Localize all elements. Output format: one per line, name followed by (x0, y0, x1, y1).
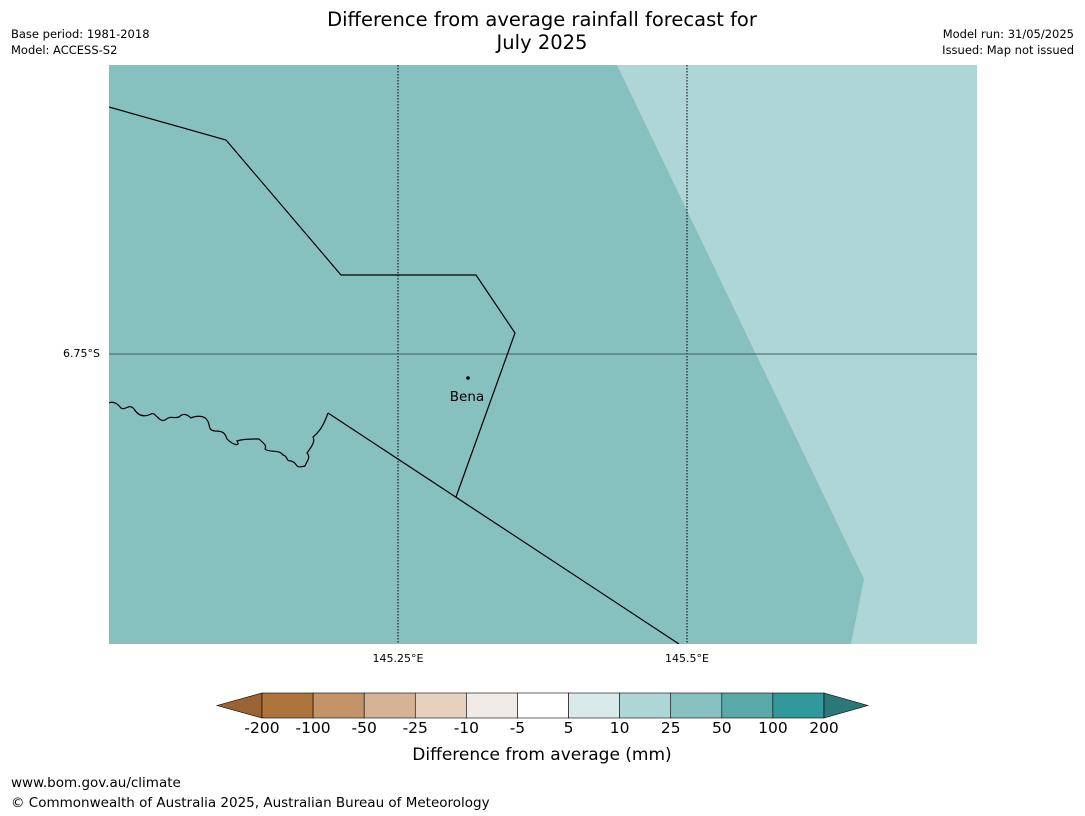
model-name: Model: ACCESS-S2 (11, 43, 118, 57)
colorbar-tick-label: -50 (351, 719, 377, 737)
boundary-south (327, 412, 680, 644)
longitude-label-2: 145.5°E (665, 652, 709, 665)
meta-left: Base period: 1981-2018 Model: ACCESS-S2 (11, 26, 150, 58)
colorbar-swatch (772, 692, 825, 719)
colorbar-tick-label: -10 (453, 719, 480, 737)
longitude-label-1: 145.25°E (372, 652, 424, 665)
colorbar-swatch (619, 692, 672, 719)
colorbar-swatch (517, 692, 569, 719)
colorbar-tick-label: 200 (809, 719, 839, 737)
boundary-river (109, 401, 329, 468)
colorbar-extend-high (823, 692, 870, 719)
colorbar-swatch (568, 692, 620, 719)
model-run: Model run: 31/05/2025 (942, 27, 1074, 41)
footer-url[interactable]: www.bom.gov.au/climate (11, 775, 181, 791)
colorbar-tick-label: 50 (711, 719, 732, 737)
latitude-label: 6.75°S (63, 347, 100, 360)
issued-status: Issued: Map not issued (942, 43, 1074, 57)
colorbar-tick-label: 5 (563, 719, 574, 737)
colorbar-tick-label: -5 (509, 719, 526, 737)
footer-copyright: © Commonwealth of Australia 2025, Austra… (11, 795, 490, 811)
colorbar-tick-label: -200 (244, 719, 280, 737)
colorbar-tick-label: -100 (295, 719, 331, 737)
colorbar-swatch (414, 692, 467, 719)
colorbar-swatch (670, 692, 723, 719)
map-title: Difference from average rainfall forecas… (242, 8, 842, 54)
colorbar-swatch (721, 692, 774, 719)
colorbar-tick-label: -25 (402, 719, 428, 737)
colorbar-swatch (363, 692, 416, 719)
title-line-1: Difference from average rainfall forecas… (327, 8, 757, 31)
colorbar-tick-label: 25 (660, 719, 681, 737)
colorbar-extend-low (215, 692, 263, 719)
colorbar-tick-label: 100 (758, 719, 788, 737)
meta-right: Model run: 31/05/2025 Issued: Map not is… (942, 26, 1074, 58)
title-line-2: July 2025 (496, 31, 588, 54)
colorbar-tick-label: 10 (609, 719, 630, 737)
colorbar-label: Difference from average (mm) (412, 745, 672, 765)
rainfall-map: Bena (109, 65, 977, 644)
colorbar-swatch (466, 692, 518, 719)
boundary-north (109, 106, 516, 498)
colorbar-swatch (261, 692, 314, 719)
town-label: Bena (450, 389, 484, 405)
base-period: Base period: 1981-2018 (11, 27, 150, 41)
town-marker (466, 376, 470, 380)
colorbar-swatch (312, 692, 365, 719)
